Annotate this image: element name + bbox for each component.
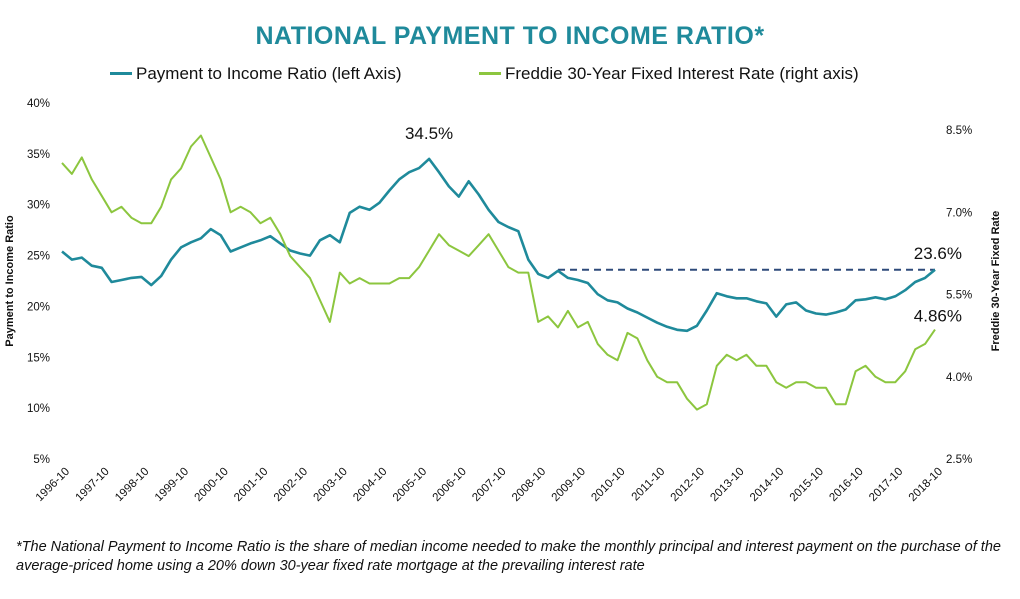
y-right-tick-label: 7.0% [946, 207, 972, 219]
x-tick-label: 2018-10 [907, 466, 945, 504]
x-tick-label: 1999-10 [153, 466, 191, 504]
series-line-interest-rate [61, 134, 936, 411]
series-line-payment-ratio [61, 157, 936, 333]
x-tick-label: 1996-10 [34, 466, 72, 504]
x-tick-label: 2017-10 [867, 466, 905, 504]
legend-swatch-payment-ratio [110, 72, 132, 76]
y-left-tick-label: 15% [27, 352, 50, 364]
x-tick-label: 2009-10 [550, 466, 588, 504]
y-right-tick-label: 4.0% [946, 372, 972, 384]
footnote: *The National Payment to Income Ratio is… [16, 539, 1001, 574]
x-tick-label: 2004-10 [351, 466, 389, 504]
x-tick-label: 2016-10 [827, 466, 865, 504]
x-tick-label: 2003-10 [312, 466, 350, 504]
y-left-axis-title: Payment to Income Ratio [4, 215, 16, 347]
legend-item-interest-rate: Freddie 30-Year Fixed Interest Rate (rig… [479, 64, 859, 84]
x-tick-label: 2002-10 [272, 466, 310, 504]
x-tick-label: 2015-10 [788, 466, 826, 504]
y-right-tick-label: 5.5% [946, 290, 972, 302]
y-right-tick-label: 8.5% [946, 125, 972, 137]
annotation-current-rate: 4.86% [914, 307, 962, 326]
legend-swatch-interest-rate [479, 72, 501, 76]
legend-label-payment-ratio: Payment to Income Ratio (left Axis) [136, 64, 402, 83]
x-tick-label: 2012-10 [669, 466, 707, 504]
chart-legend: Payment to Income Ratio (left Axis) Fred… [0, 64, 1020, 88]
x-tick-label: 2013-10 [708, 466, 746, 504]
y-left-tick-label: 10% [27, 403, 50, 415]
legend-label-interest-rate: Freddie 30-Year Fixed Interest Rate (rig… [505, 64, 859, 83]
annotation-peak-ratio: 34.5% [405, 124, 453, 143]
x-tick-label: 1997-10 [73, 466, 111, 504]
x-tick-label: 2000-10 [193, 466, 231, 504]
chart-title: NATIONAL PAYMENT TO INCOME RATIO* [255, 22, 765, 50]
y-left-tick-label: 35% [27, 149, 50, 161]
x-tick-label: 2014-10 [748, 466, 786, 504]
x-tick-label: 2001-10 [232, 466, 270, 504]
y-right-axis-title: Freddie 30-Year Fixed Rate [990, 211, 1002, 352]
x-tick-label: 1998-10 [113, 466, 151, 504]
y-left-tick-label: 30% [27, 200, 50, 212]
x-tick-label: 2005-10 [391, 466, 429, 504]
x-tick-label: 2008-10 [510, 466, 548, 504]
x-tick-label: 2006-10 [431, 466, 469, 504]
x-tick-label: 2007-10 [470, 466, 508, 504]
x-tick-label: 2010-10 [589, 466, 627, 504]
annotation-current-ratio: 23.6% [914, 244, 962, 263]
y-right-tick-label: 2.5% [946, 454, 972, 466]
y-left-tick-label: 5% [33, 454, 50, 466]
x-tick-label: 2011-10 [630, 466, 668, 504]
y-left-tick-label: 20% [27, 301, 50, 313]
y-left-tick-label: 25% [27, 251, 50, 263]
y-left-tick-label: 40% [27, 98, 50, 110]
legend-item-payment-ratio: Payment to Income Ratio (left Axis) [110, 64, 402, 84]
